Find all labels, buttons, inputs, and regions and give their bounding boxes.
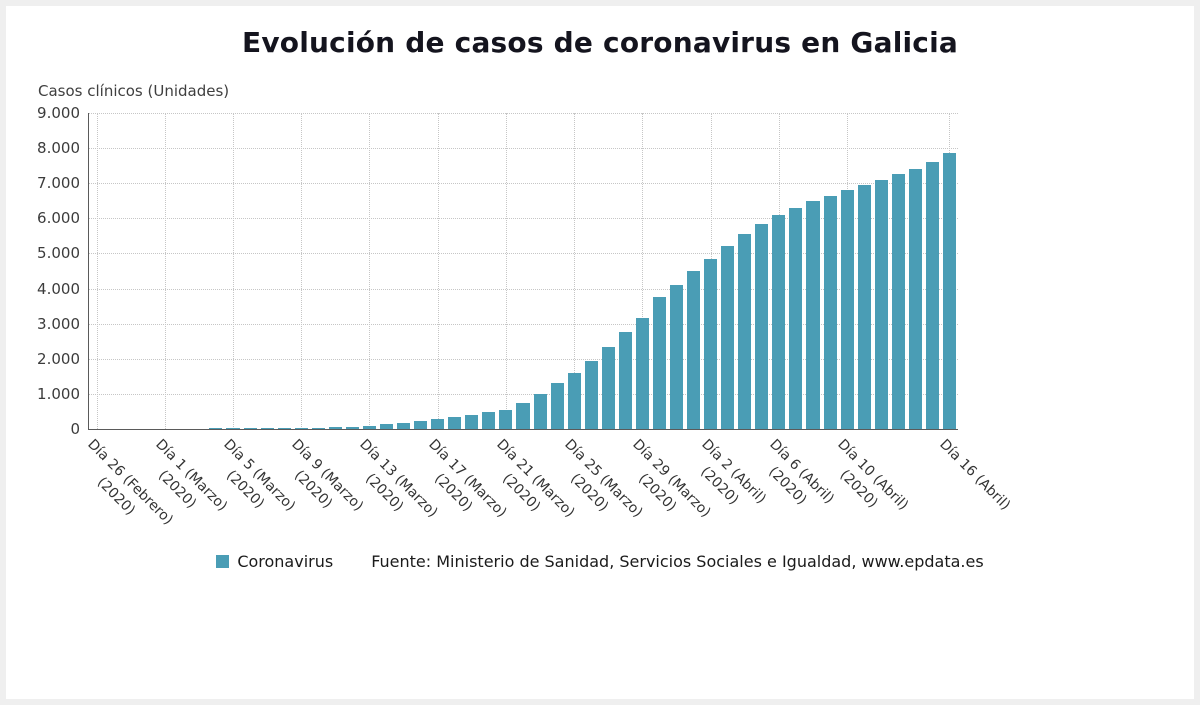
bar[interactable] [618,332,632,429]
legend-item-coronavirus[interactable]: Coronavirus [216,552,333,571]
y-gridline [88,253,958,255]
bar[interactable] [857,184,871,429]
bar[interactable] [482,412,496,429]
y-axis-line [88,113,89,429]
y-tick-label: 0 [70,420,80,438]
bar[interactable] [652,297,666,429]
bar[interactable] [840,190,854,429]
bar[interactable] [465,414,479,429]
bar[interactable] [772,214,786,429]
bar[interactable] [789,207,803,429]
x-gridline [642,113,644,429]
bar[interactable] [277,428,291,429]
bar[interactable] [311,427,325,429]
bar[interactable] [584,360,598,429]
legend-swatch-icon [216,555,230,568]
y-tick-label: 8.000 [37,139,80,158]
bar[interactable] [823,195,837,429]
bar[interactable] [550,383,564,429]
bar[interactable] [670,285,684,429]
y-gridline [88,218,958,220]
bar[interactable] [243,428,257,429]
x-axis-baseline [88,429,958,430]
legend-row: Coronavirus Fuente: Ministerio de Sanida… [0,552,1200,571]
bar[interactable] [874,179,888,429]
y-tick-label: 3.000 [37,314,80,333]
y-tick-label: 6.000 [37,209,80,228]
y-gridline [88,148,958,150]
x-gridline [164,113,166,429]
x-gridline [233,113,234,429]
y-gridline [88,323,958,325]
y-axis-title: Casos clínicos (Unidades) [38,82,230,100]
x-gridline [574,113,576,429]
bar[interactable] [209,428,223,429]
bar[interactable] [704,258,718,429]
bar[interactable] [738,234,752,429]
y-gridline [88,288,958,290]
y-gridline [88,393,958,395]
x-tick-label: Día 10 (Abril) (2020) [834,436,912,514]
x-gridline [96,113,98,429]
bar[interactable] [260,428,274,429]
bar[interactable] [499,409,513,429]
bar[interactable] [226,428,240,429]
y-tick-label: 1.000 [37,384,80,403]
bar[interactable] [687,271,701,429]
bar[interactable] [925,162,939,429]
bar[interactable] [397,422,411,429]
bar[interactable] [362,425,376,429]
bar[interactable] [533,393,547,429]
bar[interactable] [516,402,530,429]
y-tick-label: 9.000 [37,104,80,122]
y-tick-label: 4.000 [37,279,80,298]
x-gridline [301,113,303,429]
y-gridline [88,113,958,114]
y-gridline [88,183,958,185]
bar[interactable] [755,223,769,429]
bar[interactable] [891,174,905,429]
y-tick-label: 7.000 [37,174,80,193]
y-tick-label: 2.000 [37,349,80,368]
bar[interactable] [431,418,445,429]
bar[interactable] [567,372,581,429]
bar[interactable] [414,420,428,429]
bar[interactable] [345,426,359,429]
bar[interactable] [721,246,735,429]
source-text: Fuente: Ministerio de Sanidad, Servicios… [371,552,984,571]
x-gridline [369,113,371,429]
bar[interactable] [448,416,462,429]
bar[interactable] [908,169,922,429]
legend-label: Coronavirus [237,552,334,571]
chart-title: Evolución de casos de coronavirus en Gal… [242,26,958,59]
plot-area: 0 1.000 2.000 3.000 4.000 5.000 6.000 7.000 8.00… [37,104,1014,528]
y-tick-label: 5.000 [37,244,80,263]
x-gridline [505,113,507,429]
bar[interactable] [328,427,342,429]
bar[interactable] [294,428,308,429]
x-gridline [437,113,439,429]
bar[interactable] [806,200,820,429]
x-tick-label: Día 16 (Abril) [936,436,1014,514]
y-gridline [88,358,958,360]
bar[interactable] [635,318,649,429]
bar[interactable] [942,153,956,429]
bar[interactable] [601,346,615,429]
bar[interactable] [380,424,394,429]
